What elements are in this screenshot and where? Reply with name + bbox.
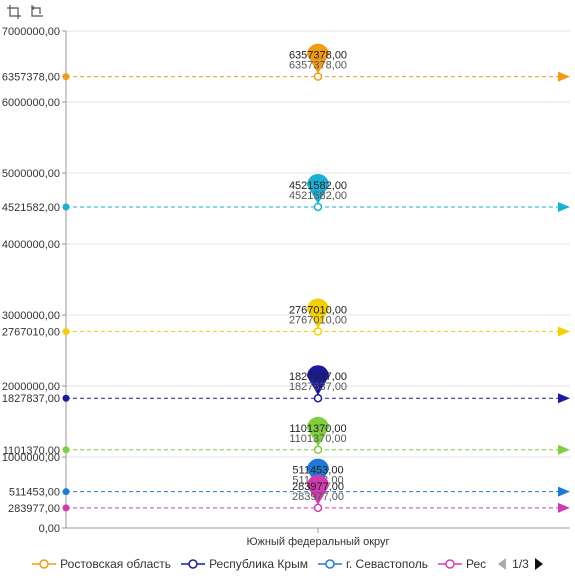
legend-item[interactable]: Ростовская область	[32, 557, 171, 571]
y-tick-label: 6000000,00	[2, 97, 60, 109]
y-tick-label: 5000000,00	[2, 168, 60, 180]
value-axis-label: 4521582,00	[2, 202, 60, 214]
axis-marker	[62, 73, 70, 81]
data-point	[313, 202, 323, 212]
axis-marker	[62, 394, 70, 402]
data-label-secondary: 6357378,00	[289, 60, 347, 72]
x-tick-label: Южный федеральный округ	[246, 536, 389, 548]
legend-label: Республика Крым	[209, 557, 308, 571]
data-label: 1101370,00	[289, 423, 346, 435]
legend-page-indicator: 1/3	[512, 557, 529, 571]
data-point	[313, 393, 323, 403]
axis-marker	[62, 504, 70, 512]
y-tick-label: 2000000,00	[2, 381, 60, 393]
value-axis-label: 1101370,00	[3, 445, 60, 457]
data-label: 283977,00	[292, 481, 344, 493]
legend-symbol	[317, 559, 342, 569]
arrow-marker	[558, 502, 570, 513]
arrow-marker	[558, 326, 570, 337]
data-point	[313, 327, 323, 336]
legend-next-icon[interactable]	[534, 558, 543, 570]
value-axis-label: 2767010,00	[2, 327, 60, 339]
data-label-secondary: 2767010,00	[289, 315, 347, 327]
pin-marker	[307, 298, 329, 329]
series-group: 6357378,006357378,006357378,004521582,00…	[2, 43, 570, 515]
pin-marker	[307, 458, 329, 489]
value-axis-label: 6357378,00	[2, 72, 60, 84]
y-tick-label: 0,00	[39, 523, 60, 535]
axis-marker	[62, 328, 70, 336]
pin-marker	[307, 173, 329, 204]
legend-item[interactable]: г. Севастополь	[317, 557, 428, 571]
legend-symbol	[32, 559, 57, 569]
y-tick-label: 3000000,00	[2, 310, 60, 322]
data-label: 6357378,00	[289, 50, 347, 62]
axis-marker	[62, 488, 70, 496]
legend-label: Рес	[465, 557, 487, 571]
axes: 0,00 1000000,00 2000000,00 3000000,00 400000…	[2, 26, 570, 548]
axis-marker	[62, 446, 70, 454]
legend-label: г. Севастополь	[345, 557, 428, 571]
zoom-reset-icon[interactable]	[28, 4, 44, 20]
value-axis-label: 511453,00	[9, 487, 60, 499]
data-label-secondary: 283977,00	[292, 491, 344, 503]
legend-item[interactable]: Рес	[437, 557, 487, 571]
arrow-marker	[558, 201, 570, 212]
data-label-secondary: 1827837,00	[289, 381, 347, 393]
chart-toolbar	[6, 4, 44, 22]
data-label-secondary: 1101370,00	[289, 433, 346, 445]
pin-marker	[307, 416, 329, 447]
y-tick-label: 7000000,00	[2, 26, 60, 38]
data-label-secondary: 4521582,00	[289, 190, 347, 202]
data-point	[313, 72, 323, 81]
axis-marker	[62, 203, 70, 211]
data-label: 511453,00	[292, 465, 343, 477]
data-point	[313, 503, 323, 513]
arrow-marker	[558, 393, 570, 404]
legend-pager: 1/3	[498, 557, 543, 571]
arrow-marker	[558, 71, 570, 82]
pin-marker	[307, 474, 329, 505]
legend: Ростовская область Республика Крым г. Се…	[0, 554, 575, 574]
legend-symbol	[437, 559, 462, 569]
legend-item[interactable]: Республика Крым	[181, 557, 308, 571]
data-label: 1827837,00	[289, 371, 347, 383]
value-axis-label: 283977,00	[8, 503, 60, 515]
pin-marker	[307, 365, 329, 396]
arrow-marker	[558, 444, 570, 455]
pin-marker	[307, 43, 329, 74]
arrow-marker	[558, 486, 570, 497]
y-tick-label: 4000000,00	[2, 239, 60, 251]
data-label: 2767010,00	[289, 305, 347, 317]
data-label: 4521582,00	[289, 180, 347, 192]
legend-symbol	[181, 559, 206, 569]
value-axis-label: 1827837,00	[2, 393, 60, 405]
legend-prev-icon[interactable]	[498, 558, 507, 570]
zoom-select-icon[interactable]	[6, 4, 22, 20]
y-tick-label: 1000000,00	[2, 452, 60, 464]
legend-label: Ростовская область	[60, 557, 172, 571]
data-point	[313, 445, 323, 455]
